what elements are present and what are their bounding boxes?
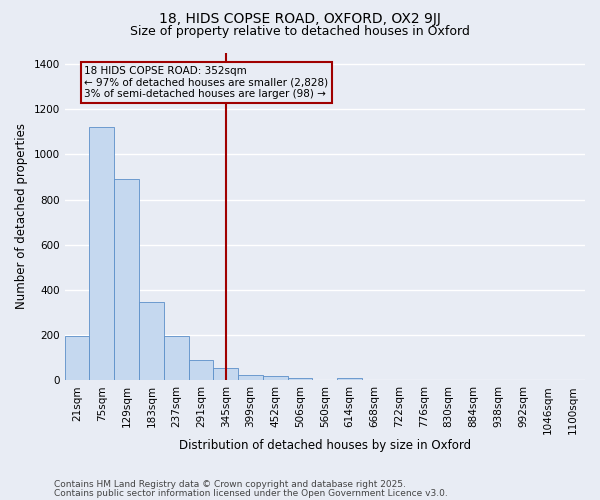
Text: Contains HM Land Registry data © Crown copyright and database right 2025.: Contains HM Land Registry data © Crown c…: [54, 480, 406, 489]
Bar: [337, 378, 362, 380]
Bar: [263, 376, 287, 380]
Bar: [238, 375, 263, 380]
Y-axis label: Number of detached properties: Number of detached properties: [15, 124, 28, 310]
X-axis label: Distribution of detached houses by size in Oxford: Distribution of detached houses by size …: [179, 440, 471, 452]
Text: Contains public sector information licensed under the Open Government Licence v3: Contains public sector information licen…: [54, 488, 448, 498]
Text: 18, HIDS COPSE ROAD, OXFORD, OX2 9JJ: 18, HIDS COPSE ROAD, OXFORD, OX2 9JJ: [159, 12, 441, 26]
Bar: [164, 336, 188, 380]
Bar: [114, 179, 139, 380]
Text: Size of property relative to detached houses in Oxford: Size of property relative to detached ho…: [130, 25, 470, 38]
Bar: [287, 378, 313, 380]
Bar: [65, 336, 89, 380]
Bar: [214, 368, 238, 380]
Bar: [188, 360, 214, 380]
Bar: [139, 302, 164, 380]
Bar: [89, 127, 114, 380]
Text: 18 HIDS COPSE ROAD: 352sqm
← 97% of detached houses are smaller (2,828)
3% of se: 18 HIDS COPSE ROAD: 352sqm ← 97% of deta…: [85, 66, 329, 100]
